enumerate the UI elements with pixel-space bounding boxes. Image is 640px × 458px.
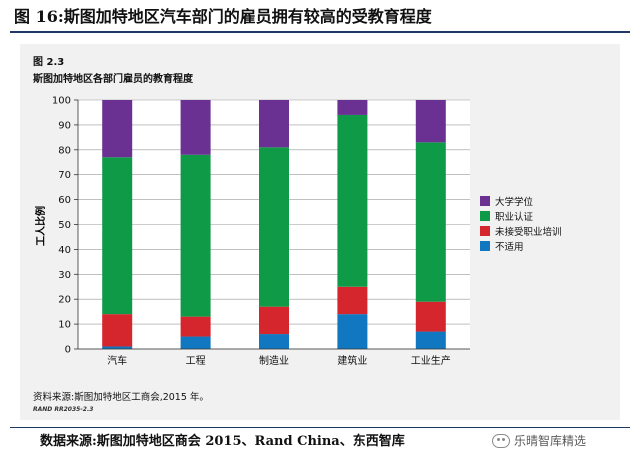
bar-segment — [259, 306, 289, 335]
chart-title: 斯图加特地区各部门雇员的教育程度 — [33, 74, 193, 85]
bar-segment — [415, 142, 446, 302]
bar-segment — [259, 100, 289, 148]
y-axis-label: 工人比例 — [34, 206, 47, 246]
legend-label: 大学学位 — [495, 196, 534, 208]
bottom-divider — [10, 427, 630, 428]
bar-segment — [102, 314, 133, 347]
x-tick-label: 汽车 — [107, 354, 127, 367]
bar-segment — [337, 314, 368, 349]
data-source-footer: 数据来源:斯图加特地区商会 2015、Rand China、东西智库 — [40, 434, 405, 449]
legend-label: 不适用 — [495, 242, 524, 253]
y-tick-label: 30 — [58, 270, 71, 281]
bar-segment — [337, 286, 368, 315]
bar-segment — [180, 316, 211, 337]
legend-label: 未接受职业培训 — [495, 226, 562, 238]
bar-segment — [180, 336, 211, 349]
bar-segment — [180, 100, 211, 155]
y-tick-label: 100 — [52, 96, 71, 107]
x-tick-label: 建筑业 — [337, 354, 367, 367]
y-tick-label: 50 — [58, 220, 71, 231]
figure-number: 图 2.3 — [33, 57, 65, 68]
bar-segment — [415, 331, 446, 349]
bar-segment — [259, 334, 289, 349]
wechat-icon — [492, 433, 510, 448]
y-tick-label: 60 — [58, 195, 71, 206]
legend-swatch — [480, 211, 490, 221]
bar-segment — [337, 114, 368, 287]
bar-segment — [337, 100, 368, 115]
y-tick-label: 90 — [58, 120, 71, 131]
bar-segment — [415, 100, 446, 143]
figure-title: 图 16:斯图加特地区汽车部门的雇员拥有较高的受教育程度 — [14, 7, 432, 26]
legend-label: 职业认证 — [495, 211, 534, 223]
x-tick-label: 工程 — [186, 355, 206, 367]
watermark-text: 乐晴智库精选 — [514, 434, 587, 448]
report-code: RAND RR2035-2.3 — [33, 406, 94, 413]
bar-segment — [102, 157, 133, 315]
bar-segment — [259, 147, 289, 307]
x-tick-label: 工业生产 — [411, 354, 451, 367]
legend-swatch — [480, 196, 490, 206]
y-tick-label: 20 — [58, 295, 71, 306]
y-tick-label: 10 — [58, 320, 71, 331]
top-divider — [10, 31, 630, 33]
bar-segment — [102, 346, 133, 349]
watermark: 乐晴智库精选 — [492, 432, 586, 449]
bar-segment — [415, 301, 446, 332]
legend-swatch — [480, 241, 490, 251]
chart-source-note: 资料来源:斯图加特地区工商会,2015 年。 — [33, 392, 209, 403]
y-tick-label: 80 — [58, 145, 71, 156]
y-tick-label: 40 — [58, 245, 71, 256]
bar-segment — [102, 100, 133, 158]
y-tick-label: 0 — [65, 345, 71, 356]
legend-swatch — [480, 226, 490, 236]
y-tick-label: 70 — [58, 170, 71, 181]
x-tick-label: 制造业 — [259, 354, 289, 367]
bar-segment — [180, 154, 211, 317]
